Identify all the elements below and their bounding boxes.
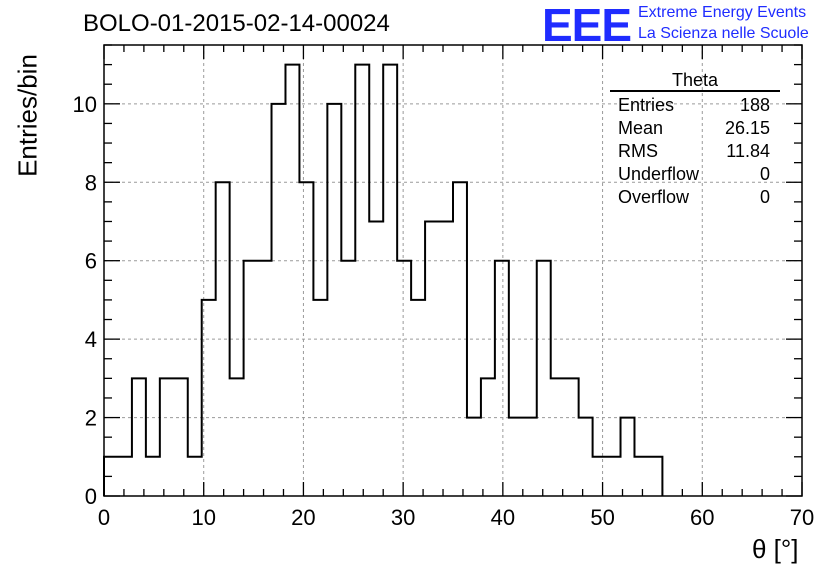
histogram-bin: [551, 378, 565, 496]
stats-label: Entries: [618, 95, 675, 115]
histogram-bin: [593, 457, 607, 496]
histogram-bin: [621, 418, 635, 496]
histogram-bin: [648, 457, 662, 496]
histogram-bin: [383, 65, 397, 496]
stats-divider: [610, 90, 780, 92]
histogram-bin: [481, 378, 495, 496]
histogram-bin: [272, 104, 286, 496]
y-tick-label: 10: [73, 92, 97, 117]
stats-title: Theta: [671, 70, 719, 90]
logo-tagline-1: Extreme Energy Events: [638, 4, 807, 21]
y-tick-label: 8: [85, 170, 97, 195]
histogram-bin: [341, 261, 355, 496]
histogram-bins: [103, 63, 664, 496]
stats-value: 11.84: [726, 141, 770, 161]
histogram-bin: [439, 221, 453, 496]
histogram-bin: [230, 378, 244, 496]
histogram-bin: [285, 65, 299, 496]
logo-tagline-2: La Scienza nelle Scuole: [638, 25, 809, 42]
histogram-bin: [369, 221, 383, 496]
histogram-bin: [634, 457, 648, 496]
histogram-bin: [160, 378, 174, 496]
histogram-bin: [579, 418, 593, 496]
stats-box: Theta Entries 188 Mean 26.15 RMS 11.84 U…: [610, 70, 780, 209]
histogram-bin: [118, 457, 132, 496]
histogram-bin: [425, 221, 439, 496]
x-tick-label: 10: [191, 505, 215, 530]
histogram-bin: [244, 261, 258, 496]
stats-value: 188: [739, 95, 770, 115]
stats-label: Underflow: [618, 164, 700, 184]
histogram-bin: [607, 457, 621, 496]
histogram-bin: [258, 261, 272, 496]
histogram-bin: [132, 378, 146, 496]
histogram-bin: [313, 300, 327, 496]
histogram-bin: [174, 378, 188, 496]
stats-row-overflow: Overflow 0: [610, 186, 780, 209]
histogram-bin: [411, 300, 425, 496]
stats-value: 0: [759, 164, 770, 184]
histogram-bin: [216, 182, 230, 496]
histogram-bin: [523, 418, 537, 496]
histogram-bin: [495, 261, 509, 496]
plot-border: [103, 44, 803, 497]
x-tick-label: 20: [291, 505, 315, 530]
y-axis-label: Entries/bin: [12, 54, 43, 177]
chart-title: BOLO-01-2015-02-14-00024: [83, 10, 390, 37]
y-tick-label: 2: [85, 406, 97, 431]
stats-row-rms: RMS 11.84: [610, 140, 780, 163]
eee-logo: EEE: [542, 0, 632, 51]
y-tick-label: 6: [85, 249, 97, 274]
histogram-bin: [537, 261, 551, 496]
x-tick-label: 0: [98, 505, 110, 530]
histogram-bin: [565, 378, 579, 496]
histogram-bin: [327, 104, 341, 496]
x-tick-label: 70: [790, 505, 814, 530]
histogram-bin: [188, 457, 202, 496]
plot-frame: [103, 44, 803, 497]
y-tick-label: 0: [85, 484, 97, 509]
stats-label: Mean: [618, 118, 664, 138]
histogram-bin: [397, 261, 411, 496]
histogram-bin: [299, 182, 313, 496]
stats-row-mean: Mean 26.15: [610, 117, 780, 140]
stats-value: 0: [759, 187, 770, 207]
stats-row-entries: Entries 188: [610, 94, 780, 117]
histogram-bin: [355, 65, 369, 496]
histogram-outline: [103, 63, 664, 496]
histogram-bin: [467, 418, 481, 496]
histogram-bin: [509, 418, 523, 496]
x-tick-label: 50: [590, 505, 614, 530]
stats-label: Overflow: [618, 187, 690, 207]
stats-value: 26.15: [724, 118, 770, 138]
histogram-bin: [146, 457, 160, 496]
stats-label: RMS: [618, 141, 658, 161]
stats-row-underflow: Underflow 0: [610, 163, 780, 186]
tick-labels: 0 10 20 30 40 50 60 70 0 2 4 6 8 10: [73, 92, 815, 530]
x-axis-label: θ [°]: [752, 534, 799, 564]
y-tick-label: 4: [85, 327, 97, 352]
x-tick-label: 40: [491, 505, 515, 530]
x-tick-label: 30: [391, 505, 415, 530]
x-tick-label: 60: [690, 505, 714, 530]
